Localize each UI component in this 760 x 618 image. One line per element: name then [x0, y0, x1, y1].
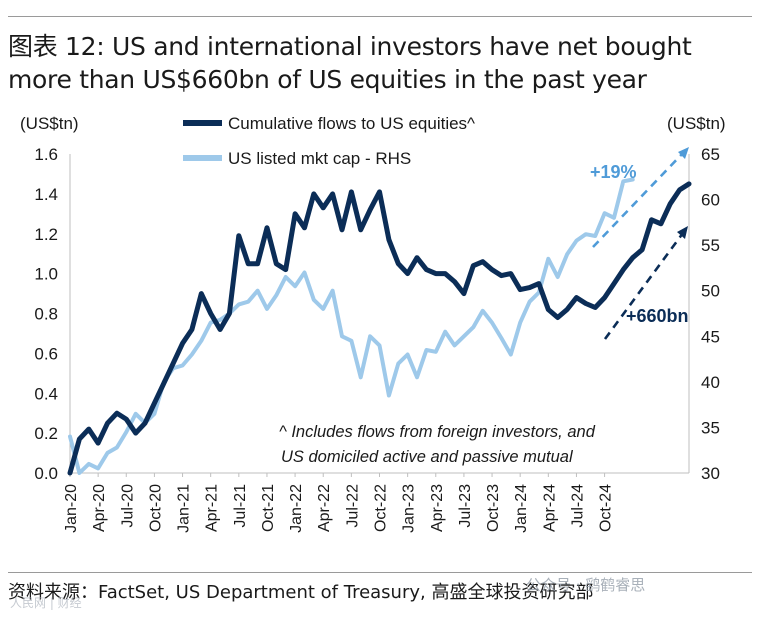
x-tick-label: Oct-21	[260, 484, 277, 532]
flows-arrowhead	[677, 226, 688, 239]
top-rule	[8, 16, 752, 17]
series-line-flows	[67, 181, 692, 476]
watermark: 公众号 · 鹞鹤睿思	[526, 576, 646, 594]
bottom-rule	[8, 572, 752, 573]
footnote-line1: ^ Includes flows from foreign investors,…	[279, 423, 596, 441]
x-tick-label: Jul-21	[232, 484, 249, 528]
flows-arrow	[603, 232, 685, 340]
chart-legend: Cumulative flows to US equities^ US list…	[183, 114, 475, 168]
x-tick-label: Oct-24	[598, 484, 615, 532]
right-tick-label: 60	[701, 191, 720, 210]
right-tick-label: 40	[701, 373, 720, 392]
footnote-line2: US domiciled active and passive mutual	[281, 448, 574, 466]
left-tick-label: 0.4	[34, 384, 58, 403]
chart-series	[67, 177, 692, 476]
x-tick-label: Jul-24	[569, 484, 586, 528]
x-tick-label: Apr-22	[316, 484, 333, 532]
chart-axes: 0.0 0.2 0.4 0.6 0.8 1.0 1.2 1.4 1.6 30 35 40 45 50 55 6…	[34, 145, 720, 483]
x-tick-label: Apr-21	[204, 484, 221, 532]
x-tick-label: Jan-22	[288, 484, 305, 533]
chart-annotations: +19% +660bn ^ Includes flows from foreig…	[279, 147, 689, 466]
right-tick-label: 65	[701, 145, 720, 164]
left-tick-label: 1.4	[34, 185, 58, 204]
x-tick-label: Jul-22	[344, 484, 361, 528]
pct-arrowhead	[678, 147, 689, 159]
left-tick-label: 1.2	[34, 225, 58, 244]
chart: 0.0 0.2 0.4 0.6 0.8 1.0 1.2 1.4 1.6 30 35 40 45 50 55 6…	[20, 114, 726, 533]
x-tick-label: Oct-22	[373, 484, 390, 532]
x-tick-label: Jul-20	[119, 484, 136, 528]
left-axis-unit: (US$tn)	[20, 114, 79, 133]
x-tick-label: Apr-20	[91, 484, 108, 532]
legend-label-flows: Cumulative flows to US equities^	[228, 114, 475, 133]
right-tick-label: 50	[701, 282, 720, 301]
left-tick-label: 1.6	[34, 145, 58, 164]
left-tick-label: 0.8	[34, 305, 58, 324]
pct-label: +19%	[590, 162, 637, 182]
x-tick-label: Jan-23	[401, 484, 418, 533]
left-tick-label: 0.2	[34, 424, 58, 443]
x-tick-label: Apr-24	[541, 484, 558, 532]
left-tick-label: 1.0	[34, 265, 58, 284]
right-tick-label: 45	[701, 327, 720, 346]
x-tick-label: Jan-24	[513, 484, 530, 533]
x-axis-ticks: Jan-20 Apr-20 Jul-20 Oct-20 Jan-21 Apr-21 Jul-…	[63, 473, 615, 533]
x-tick-label: Jan-21	[176, 484, 193, 533]
right-axis-unit: (US$tn)	[667, 114, 726, 133]
watermark-secondary: 人民网 | 财经	[10, 596, 82, 610]
source-note: 资料来源：FactSet, US Department of Treasury,…	[8, 582, 594, 603]
pct-arrow	[592, 152, 684, 248]
legend-label-mktcap: US listed mkt cap - RHS	[228, 149, 411, 168]
page-title: 图表 12: US and international investors ha…	[8, 32, 692, 94]
right-tick-label: 30	[701, 464, 720, 483]
left-tick-label: 0.6	[34, 344, 58, 363]
x-tick-label: Jul-23	[457, 484, 474, 528]
left-tick-label: 0.0	[34, 464, 58, 483]
x-tick-label: Jan-20	[63, 484, 80, 533]
right-tick-label: 35	[701, 418, 720, 437]
flows-label: +660bn	[626, 306, 689, 326]
x-tick-label: Oct-23	[485, 484, 502, 532]
right-tick-label: 55	[701, 236, 720, 255]
x-tick-label: Oct-20	[147, 484, 164, 532]
x-tick-label: Apr-23	[429, 484, 446, 532]
